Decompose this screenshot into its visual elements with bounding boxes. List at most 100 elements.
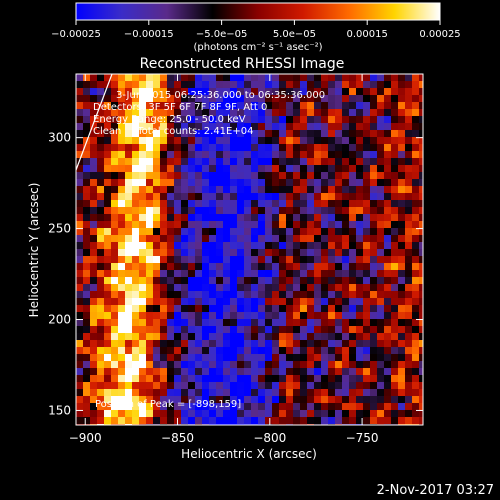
heatmap-cell: [202, 144, 209, 151]
heatmap-cell: [132, 319, 139, 326]
heatmap-cell: [118, 298, 125, 305]
heatmap-cell: [167, 74, 174, 81]
heatmap-cell: [293, 172, 300, 179]
heatmap-cell: [230, 172, 237, 179]
heatmap-cell: [384, 389, 391, 396]
heatmap-cell: [104, 95, 111, 102]
heatmap-cell: [160, 326, 167, 333]
heatmap-cell: [209, 109, 216, 116]
heatmap-cell: [181, 389, 188, 396]
heatmap-cell: [104, 326, 111, 333]
heatmap-cell: [370, 172, 377, 179]
heatmap-cell: [377, 312, 384, 319]
heatmap-cell: [272, 340, 279, 347]
heatmap-cell: [139, 361, 146, 368]
heatmap-cell: [132, 137, 139, 144]
heatmap-cell: [167, 102, 174, 109]
heatmap-cell: [160, 116, 167, 123]
heatmap-cell: [321, 144, 328, 151]
heatmap-cell: [153, 396, 160, 403]
heatmap-cell: [405, 151, 412, 158]
heatmap-cell: [377, 263, 384, 270]
heatmap-cell: [216, 109, 223, 116]
heatmap-cell: [349, 228, 356, 235]
heatmap-cell: [335, 144, 342, 151]
heatmap-cell: [167, 403, 174, 410]
heatmap-cell: [293, 193, 300, 200]
heatmap-cell: [195, 207, 202, 214]
heatmap-cell: [230, 235, 237, 242]
heatmap-cell: [230, 340, 237, 347]
heatmap-cell: [300, 193, 307, 200]
heatmap-cell: [244, 291, 251, 298]
heatmap-cell: [188, 417, 195, 424]
heatmap-cell: [272, 291, 279, 298]
heatmap-cell: [146, 389, 153, 396]
heatmap-cell: [146, 340, 153, 347]
heatmap-cell: [209, 298, 216, 305]
x-tick-label: −800: [253, 431, 286, 445]
heatmap-cell: [153, 207, 160, 214]
heatmap-cell: [230, 284, 237, 291]
heatmap-cell: [405, 95, 412, 102]
heatmap-cell: [363, 263, 370, 270]
heatmap-cell: [174, 382, 181, 389]
heatmap-cell: [335, 172, 342, 179]
heatmap-cell: [328, 417, 335, 424]
heatmap-cell: [419, 319, 423, 326]
heatmap-cell: [76, 347, 83, 354]
heatmap-cell: [230, 312, 237, 319]
heatmap-cell: [405, 144, 412, 151]
heatmap-cell: [335, 333, 342, 340]
heatmap-cell: [181, 326, 188, 333]
heatmap-cell: [209, 333, 216, 340]
heatmap-cell: [384, 368, 391, 375]
heatmap-cell: [342, 263, 349, 270]
heatmap-cell: [202, 242, 209, 249]
heatmap-cell: [349, 375, 356, 382]
heatmap-cell: [384, 151, 391, 158]
heatmap-cell: [209, 228, 216, 235]
heatmap-cell: [216, 389, 223, 396]
heatmap-cell: [391, 403, 398, 410]
heatmap-cell: [300, 74, 307, 81]
heatmap-cell: [195, 95, 202, 102]
heatmap-cell: [279, 389, 286, 396]
heatmap-cell: [342, 284, 349, 291]
heatmap-cell: [342, 81, 349, 88]
heatmap-cell: [76, 417, 83, 424]
heatmap-cell: [174, 389, 181, 396]
heatmap-cell: [244, 340, 251, 347]
heatmap-cell: [349, 263, 356, 270]
heatmap-cell: [237, 144, 244, 151]
heatmap-cell: [349, 277, 356, 284]
heatmap-cell: [146, 333, 153, 340]
heatmap-cell: [391, 284, 398, 291]
heatmap-cell: [265, 242, 272, 249]
heatmap-cell: [188, 382, 195, 389]
heatmap-cell: [76, 235, 83, 242]
heatmap-cell: [258, 228, 265, 235]
heatmap-cell: [132, 214, 139, 221]
heatmap-cell: [370, 116, 377, 123]
heatmap-cell: [384, 109, 391, 116]
heatmap-cell: [90, 417, 97, 424]
heatmap-cell: [398, 221, 405, 228]
heatmap-cell: [356, 165, 363, 172]
heatmap-cell: [398, 214, 405, 221]
heatmap-cell: [76, 88, 83, 95]
heatmap-cell: [97, 95, 104, 102]
heatmap-cell: [167, 214, 174, 221]
heatmap-cell: [125, 207, 132, 214]
heatmap-cell: [111, 403, 118, 410]
heatmap-cell: [370, 144, 377, 151]
heatmap-cell: [419, 277, 423, 284]
heatmap-cell: [377, 319, 384, 326]
heatmap-cell: [370, 158, 377, 165]
heatmap-cell: [244, 256, 251, 263]
heatmap-cell: [363, 242, 370, 249]
heatmap-cell: [181, 368, 188, 375]
heatmap-cell: [251, 270, 258, 277]
heatmap-cell: [90, 410, 97, 417]
heatmap-cell: [356, 81, 363, 88]
